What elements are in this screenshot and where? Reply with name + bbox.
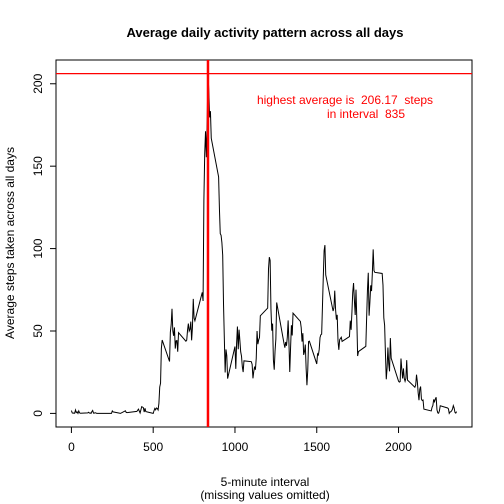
chart-title: Average daily activity pattern across al…: [127, 25, 404, 40]
x-axis-label: 5-minute interval: [221, 475, 310, 489]
x-tick-label: 1000: [222, 440, 249, 454]
x-tick-label: 0: [68, 440, 75, 454]
annotation: in interval 835: [327, 107, 405, 121]
plot-frame: [55, 59, 473, 428]
y-tick-label: 100: [31, 238, 45, 258]
annotation: highest average is 206.17 steps: [257, 93, 433, 107]
y-axis-label: Average steps taken across all days: [3, 147, 17, 339]
y-tick-label: 200: [31, 73, 45, 93]
y-tick-label: 0: [31, 410, 45, 417]
y-tick-label: 150: [31, 156, 45, 176]
x-tick-label: 2000: [385, 440, 412, 454]
x-tick-label: 1500: [303, 440, 330, 454]
y-tick-label: 50: [31, 324, 45, 338]
x-tick-label: 500: [143, 440, 163, 454]
x-axis-note: (missing values omitted): [200, 488, 329, 502]
data-line: [70, 73, 458, 415]
